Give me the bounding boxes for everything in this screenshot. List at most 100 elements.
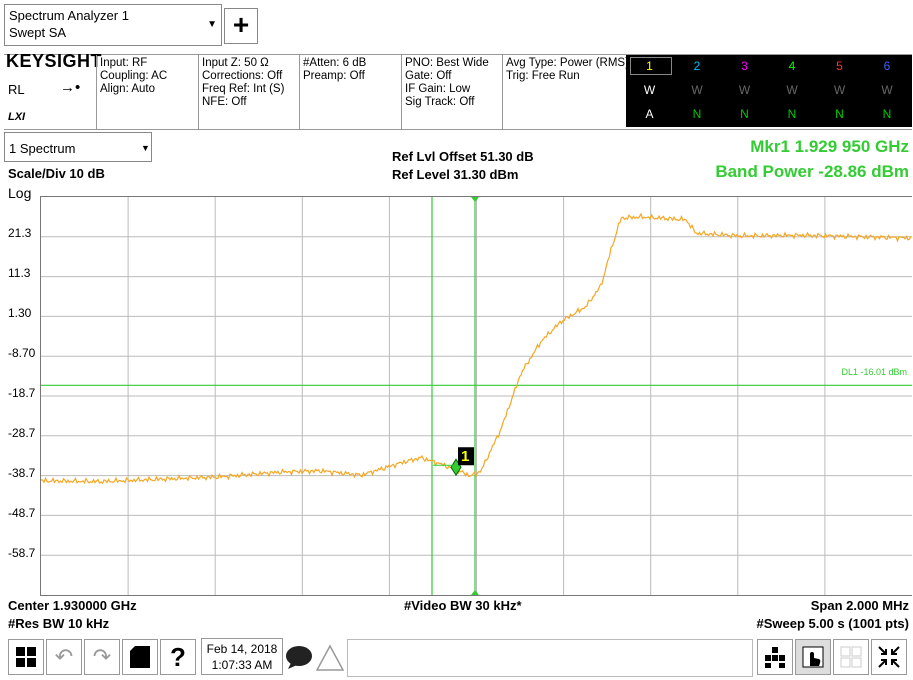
sig-track: Sig Track: Off <box>405 96 475 108</box>
trace-type-3: W <box>738 83 751 97</box>
brand-cell: KEYSIGHT RL →• LXI <box>4 52 102 129</box>
marker-bottom-arrow <box>471 590 479 595</box>
log-label: Log <box>8 185 32 201</box>
trace-number-3: 3 <box>741 59 748 73</box>
trace-number-6: 6 <box>883 59 891 73</box>
coupling: Coupling: AC <box>100 70 168 82</box>
trace-type-5: W <box>833 83 846 97</box>
trace-detector-4: N <box>787 107 797 121</box>
settings-panel: KEYSIGHT RL →• LXI Input: RF Coupling: A… <box>4 52 912 130</box>
input-rf: Input: RF <box>100 57 148 69</box>
trace-detector-2: N <box>692 107 702 121</box>
atten-settings[interactable]: #Atten: 6 dB Preamp: Off <box>299 55 401 129</box>
date-time: Feb 14, 2018 1:07:33 AM <box>201 638 283 675</box>
full-screen-grid-button[interactable] <box>833 639 869 675</box>
trace-type-6: W <box>881 83 893 97</box>
mode-name: Spectrum Analyzer 1 <box>9 8 129 23</box>
windows-start-button[interactable] <box>8 639 44 675</box>
undo-icon: ↶ <box>54 644 74 669</box>
keysight-logo: KEYSIGHT <box>6 51 103 71</box>
trace-detector-3: N <box>740 107 749 121</box>
window-select[interactable]: 1 Spectrum ▼ <box>4 132 152 162</box>
sweep[interactable]: #Sweep 5.00 s (1001 pts) <box>756 616 909 631</box>
video-bw[interactable]: #Video BW 30 kHz* <box>404 598 522 613</box>
y-tick-label: 21.3 <box>8 226 32 240</box>
touch-button[interactable] <box>795 639 831 675</box>
res-bw[interactable]: #Res BW 10 kHz <box>8 616 110 631</box>
marker-top-arrow <box>471 197 479 202</box>
if-gain: IF Gain: Low <box>405 83 471 95</box>
band-power-readout: Band Power -28.86 dBm <box>715 162 909 181</box>
ref-level: Ref Level 31.30 dBm <box>392 167 519 182</box>
spectrum-graticule: 1 <box>41 197 912 595</box>
date: Feb 14, 2018 <box>206 642 278 656</box>
atten: #Atten: 6 dB <box>303 57 367 69</box>
multi-window-button[interactable] <box>757 639 793 675</box>
add-screen-button[interactable]: + <box>224 8 258 44</box>
marker-1-label: 1 <box>461 448 469 465</box>
warning-triangle-icon[interactable] <box>315 644 345 677</box>
y-tick-label: 1.30 <box>8 306 32 320</box>
trace-number-2: 2 <box>693 59 701 73</box>
rl-label: RL <box>8 82 25 97</box>
align: Align: Auto <box>100 83 155 95</box>
input-z: Input Z: 50 Ω <box>202 57 269 69</box>
messages-icon[interactable] <box>285 646 313 675</box>
rf-input-arrow-icon: →• <box>60 79 81 96</box>
zoom-arrows-icon <box>878 646 900 668</box>
window-layout-icon <box>765 647 785 668</box>
input-z-settings[interactable]: Input Z: 50 Ω Corrections: Off Freq Ref:… <box>198 55 299 129</box>
trace-number-4: 4 <box>788 59 796 73</box>
y-tick-label: -48.7 <box>8 506 36 520</box>
marker-1-label-box <box>458 447 474 466</box>
pno-settings[interactable]: PNO: Best Wide Gate: Off IF Gain: Low Si… <box>401 55 502 129</box>
active-trace-highlight <box>630 57 672 75</box>
hand-pointer-icon <box>802 646 824 668</box>
y-tick-label: -58.7 <box>8 546 36 560</box>
redo-icon: ↷ <box>92 644 112 669</box>
trace-detector-5: N <box>835 107 844 121</box>
center-freq[interactable]: Center 1.930000 GHz <box>8 598 137 613</box>
y-tick-label: -18.7 <box>8 386 36 400</box>
display-line-label: DL1 -16.01 dBm <box>841 367 907 377</box>
file-icon <box>130 646 150 668</box>
trace-detector-1: A <box>645 107 654 121</box>
ref-offset: Ref Lvl Offset 51.30 dB <box>392 149 534 164</box>
y-tick-label: -8.70 <box>8 346 36 360</box>
avg-settings[interactable]: Avg Type: Power (RMS) Trig: Free Run <box>502 55 629 129</box>
gate: Gate: Off <box>405 70 452 82</box>
help-button[interactable]: ? <box>160 639 196 675</box>
y-tick-label: -38.7 <box>8 466 36 480</box>
file-button[interactable] <box>122 639 158 675</box>
trace-type-1: W <box>643 83 656 97</box>
zoom-button[interactable] <box>871 639 907 675</box>
trace-type-2: W <box>691 83 703 97</box>
mode-select[interactable]: Spectrum Analyzer 1 Swept SA ▼ <box>4 4 222 46</box>
nfe: NFE: Off <box>202 96 247 108</box>
trace-number-1: 1 <box>646 59 653 73</box>
grid-icon <box>840 646 862 668</box>
redo-button[interactable]: ↷ <box>84 639 120 675</box>
trig: Trig: Free Run <box>506 70 580 82</box>
span[interactable]: Span 2.000 MHz <box>810 598 909 613</box>
windows-icon <box>16 647 36 667</box>
pno: PNO: Best Wide <box>405 57 489 69</box>
time: 1:07:33 AM <box>211 658 273 672</box>
avg-type: Avg Type: Power (RMS) <box>506 57 629 69</box>
input-settings[interactable]: Input: RF Coupling: AC Align: Auto <box>96 55 198 129</box>
y-tick-label: 11.3 <box>8 266 31 280</box>
measurement-name: Swept SA <box>9 25 67 40</box>
preamp: Preamp: Off <box>303 70 365 82</box>
spectrum-plot[interactable]: 1 <box>40 196 912 596</box>
marker-readout: Mkr1 1.929 950 GHz <box>750 137 909 156</box>
undo-button[interactable]: ↶ <box>46 639 82 675</box>
trace-detector-6: N <box>882 107 892 121</box>
freq-ref: Freq Ref: Int (S) <box>202 83 285 95</box>
window-name: 1 Spectrum <box>9 141 76 156</box>
chevron-down-icon: ▼ <box>141 143 150 153</box>
status-message-area <box>347 639 753 677</box>
y-tick-label: -28.7 <box>8 426 36 440</box>
chevron-down-icon: ▼ <box>207 19 217 30</box>
trace-number-5: 5 <box>836 59 843 73</box>
